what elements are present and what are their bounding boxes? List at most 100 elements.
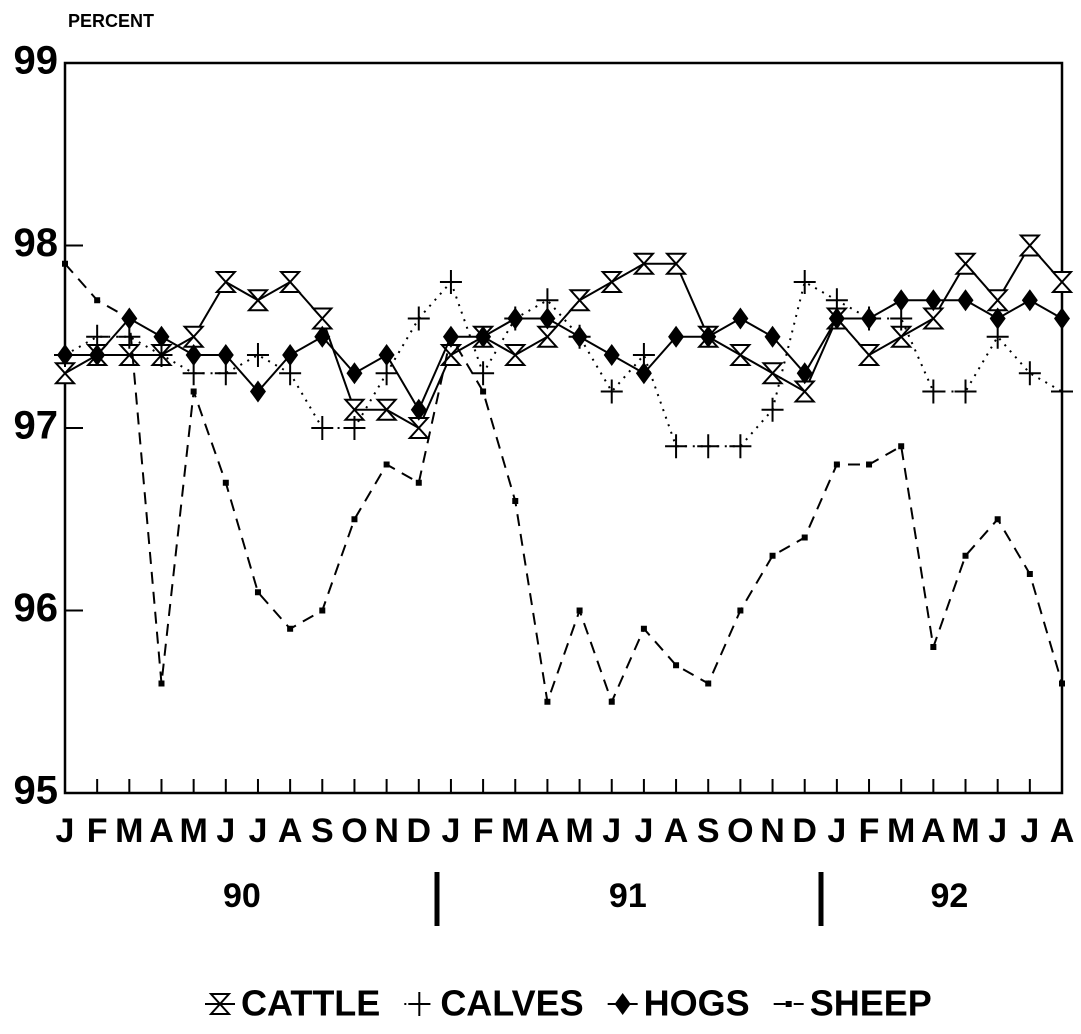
data-point bbox=[954, 379, 977, 404]
data-point bbox=[539, 307, 556, 330]
data-point bbox=[1059, 680, 1065, 687]
x-tick-label: A bbox=[664, 812, 689, 850]
data-point bbox=[53, 362, 77, 385]
x-tick-label: F bbox=[473, 812, 494, 850]
x-tick-label: O bbox=[727, 812, 753, 850]
data-point bbox=[222, 479, 229, 486]
x-tick-label: J bbox=[249, 812, 268, 850]
legend-label: HOGS bbox=[644, 983, 750, 1024]
x-tick-label: M bbox=[115, 812, 143, 850]
data-point bbox=[1051, 379, 1073, 404]
data-point bbox=[922, 379, 945, 404]
data-point bbox=[504, 344, 527, 366]
data-point bbox=[664, 252, 688, 275]
x-tick-label: J bbox=[634, 812, 653, 850]
series-line bbox=[64, 280, 1063, 448]
data-point bbox=[994, 516, 1001, 523]
data-point bbox=[668, 325, 685, 348]
series-line bbox=[65, 299, 1063, 412]
data-point bbox=[957, 289, 974, 312]
data-point bbox=[287, 625, 294, 632]
data-point bbox=[930, 644, 937, 650]
data-point bbox=[472, 361, 495, 386]
y-tick-label: 96 bbox=[14, 586, 59, 630]
x-tick-label: J bbox=[827, 812, 846, 850]
x-tick-label: J bbox=[216, 812, 235, 850]
data-point bbox=[343, 416, 366, 440]
legend-marker bbox=[785, 1001, 792, 1007]
data-point bbox=[673, 662, 680, 669]
data-point bbox=[512, 498, 519, 504]
data-point bbox=[600, 271, 623, 293]
legend-marker bbox=[208, 993, 232, 1015]
data-point bbox=[343, 398, 366, 421]
legend-label: CALVES bbox=[440, 983, 583, 1024]
data-point bbox=[1054, 307, 1070, 330]
data-point bbox=[833, 461, 840, 468]
data-point bbox=[254, 589, 261, 596]
data-point bbox=[507, 307, 524, 330]
x-tick-label: J bbox=[56, 812, 75, 850]
data-point bbox=[954, 252, 977, 275]
data-point bbox=[761, 397, 784, 422]
x-tick-label: M bbox=[501, 812, 529, 850]
data-point bbox=[1018, 361, 1041, 386]
data-point bbox=[697, 434, 720, 459]
x-tick-label: A bbox=[921, 812, 946, 850]
x-tick-label: J bbox=[602, 812, 621, 850]
x-tick-label: J bbox=[441, 812, 460, 850]
data-point bbox=[62, 260, 68, 267]
data-point bbox=[925, 289, 942, 312]
data-point bbox=[314, 325, 331, 348]
data-point bbox=[801, 534, 808, 541]
data-point bbox=[861, 307, 878, 330]
y-tick-label: 95 bbox=[14, 769, 59, 813]
data-point bbox=[761, 362, 784, 385]
data-point bbox=[480, 388, 487, 395]
data-point bbox=[857, 344, 881, 366]
legend-label: CATTLE bbox=[241, 983, 380, 1024]
data-point bbox=[544, 698, 551, 705]
data-point bbox=[150, 344, 173, 366]
data-point bbox=[319, 607, 326, 614]
x-tick-label: A bbox=[149, 812, 174, 850]
data-point bbox=[608, 698, 615, 705]
data-point bbox=[246, 343, 269, 367]
x-tick-label: J bbox=[988, 812, 1007, 850]
data-point bbox=[576, 607, 583, 614]
data-point bbox=[415, 479, 422, 486]
data-point bbox=[536, 325, 559, 348]
x-tick-label: O bbox=[341, 812, 367, 850]
data-point bbox=[447, 333, 454, 340]
data-point bbox=[632, 252, 656, 275]
data-point bbox=[962, 552, 969, 559]
data-point bbox=[282, 344, 299, 366]
y-axis-label: PERCENT bbox=[68, 11, 154, 31]
data-point bbox=[793, 270, 816, 294]
data-point bbox=[57, 344, 73, 366]
x-tick-label: M bbox=[887, 812, 915, 850]
legend-marker bbox=[614, 993, 631, 1015]
data-point bbox=[126, 315, 133, 322]
data-point bbox=[705, 680, 712, 687]
data-point bbox=[793, 380, 816, 403]
data-point bbox=[407, 306, 430, 331]
legend-marker bbox=[408, 992, 431, 1016]
data-point bbox=[600, 379, 623, 404]
data-point bbox=[640, 625, 647, 632]
x-tick-label: A bbox=[278, 812, 303, 850]
legend-label: SHEEP bbox=[810, 983, 932, 1024]
data-point bbox=[1050, 271, 1074, 293]
x-tick-label: D bbox=[792, 812, 817, 850]
data-point bbox=[571, 325, 588, 348]
series-line bbox=[64, 263, 1063, 705]
data-point bbox=[796, 362, 813, 385]
x-tick-label: A bbox=[535, 812, 560, 850]
year-label: 92 bbox=[931, 877, 969, 915]
data-point bbox=[769, 552, 776, 559]
data-point bbox=[214, 271, 238, 293]
data-point bbox=[246, 289, 270, 312]
data-point bbox=[898, 443, 905, 450]
x-tick-label: A bbox=[1050, 812, 1075, 850]
